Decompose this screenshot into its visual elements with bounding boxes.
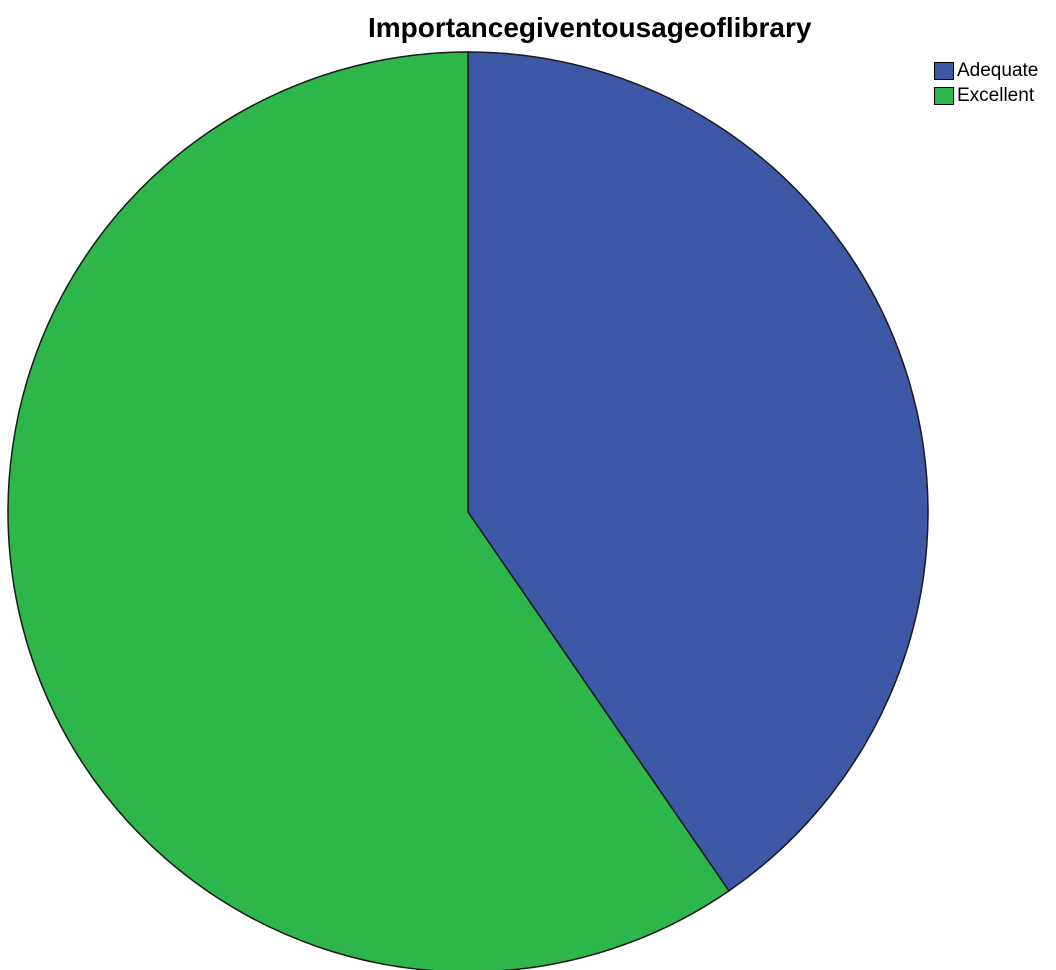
legend-label-excellent: Excellent xyxy=(957,84,1035,106)
pie-slices xyxy=(7,51,929,970)
legend-item-adequate: Adequate xyxy=(934,58,1054,83)
legend-item-excellent: Excellent xyxy=(934,83,1054,108)
chart-title: Importancegiventousageoflibrary xyxy=(368,12,812,43)
pie-slice-excellent xyxy=(7,51,730,970)
pie-slice-adequate xyxy=(467,51,929,892)
legend-swatch-excellent xyxy=(934,86,954,105)
legend: Adequate Excellent xyxy=(934,58,1054,108)
legend-label-adequate: Adequate xyxy=(957,59,1039,81)
legend-swatch-adequate xyxy=(934,61,954,80)
